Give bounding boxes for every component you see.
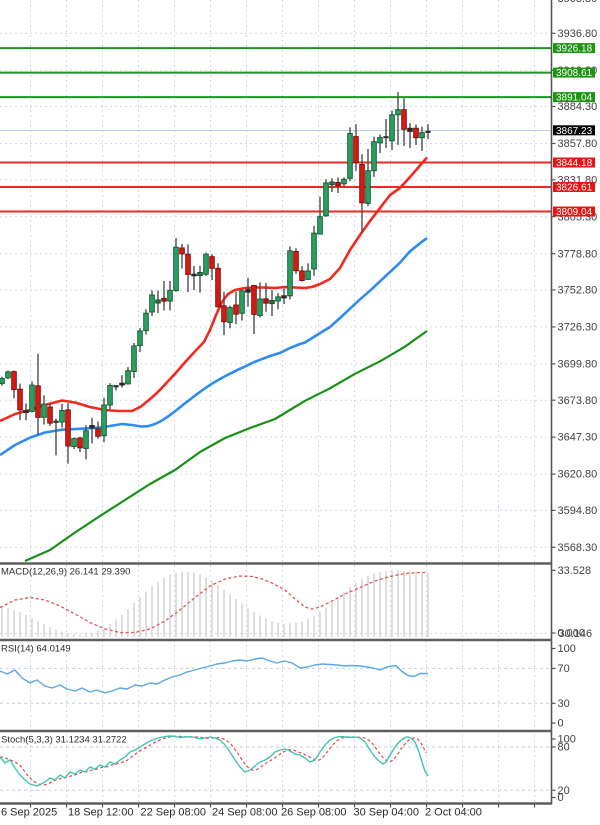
- svg-text:3857.80: 3857.80: [558, 138, 598, 150]
- svg-text:3908.61: 3908.61: [556, 68, 593, 79]
- svg-text:70: 70: [558, 663, 570, 675]
- svg-text:3594.80: 3594.80: [558, 505, 598, 517]
- svg-text:3778.80: 3778.80: [558, 248, 598, 260]
- svg-text:0.000: 0.000: [558, 628, 586, 640]
- svg-text:0: 0: [558, 718, 564, 730]
- svg-text:0: 0: [558, 792, 564, 804]
- svg-text:3891.04: 3891.04: [556, 93, 593, 104]
- svg-text:20: 20: [558, 785, 570, 797]
- svg-text:18 Sep 12:00: 18 Sep 12:00: [68, 807, 133, 819]
- svg-text:3726.30: 3726.30: [558, 322, 598, 334]
- svg-text:100: 100: [558, 734, 576, 746]
- svg-text:26 Sep 08:00: 26 Sep 08:00: [281, 807, 346, 819]
- svg-text:3752.80: 3752.80: [558, 285, 598, 297]
- svg-text:100: 100: [558, 643, 576, 655]
- svg-text:3568.30: 3568.30: [558, 542, 598, 554]
- svg-text:3867.23: 3867.23: [556, 126, 593, 137]
- svg-text:30 Sep 04:00: 30 Sep 04:00: [354, 807, 419, 819]
- svg-text:3699.80: 3699.80: [558, 359, 598, 371]
- svg-text:3884.30: 3884.30: [558, 101, 598, 113]
- svg-text:33.528: 33.528: [558, 565, 592, 577]
- svg-text:3936.80: 3936.80: [558, 28, 598, 40]
- svg-text:Stoch(5,3,3) 31.1234 31.2722: Stoch(5,3,3) 31.1234 31.2722: [1, 735, 127, 746]
- svg-text:22 Sep 08:00: 22 Sep 08:00: [141, 807, 206, 819]
- svg-text:30.146: 30.146: [559, 628, 593, 640]
- svg-text:3844.18: 3844.18: [556, 158, 593, 169]
- svg-text:2 Oct 04:00: 2 Oct 04:00: [425, 807, 482, 819]
- svg-text:24 Sep 08:00: 24 Sep 08:00: [212, 807, 277, 819]
- svg-text:MACD(12,26,9) 26.141 29.390: MACD(12,26,9) 26.141 29.390: [1, 567, 130, 578]
- svg-text:3963.30: 3963.30: [558, 0, 598, 5]
- svg-text:RSI(14) 64.0149: RSI(14) 64.0149: [1, 644, 71, 655]
- svg-text:6 Sep 2025: 6 Sep 2025: [1, 807, 57, 819]
- svg-text:30: 30: [558, 698, 570, 710]
- svg-text:3809.04: 3809.04: [556, 207, 593, 218]
- svg-text:3826.61: 3826.61: [556, 183, 593, 194]
- svg-text:3673.80: 3673.80: [558, 395, 598, 407]
- svg-text:80: 80: [558, 742, 570, 754]
- svg-text:3647.30: 3647.30: [558, 432, 598, 444]
- svg-text:3620.80: 3620.80: [558, 469, 598, 481]
- svg-text:3926.18: 3926.18: [556, 44, 593, 55]
